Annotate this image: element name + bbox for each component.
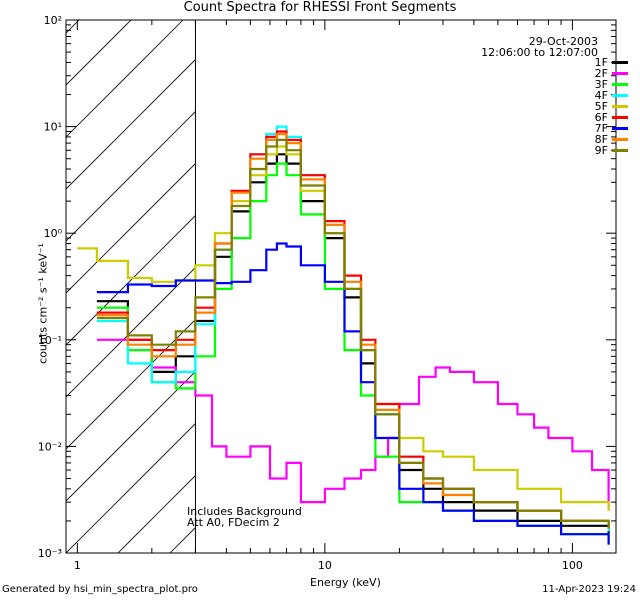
legend-entry-1F: 1F xyxy=(568,56,628,69)
legend-swatch xyxy=(612,94,628,97)
generated-by-text: Generated by hsi_min_spectra_plot.pro xyxy=(2,584,198,595)
x-tick-label: 1 xyxy=(74,559,81,572)
attenuator-note: Att A0, FDecim 2 xyxy=(187,516,280,529)
x-tick-label: 10 xyxy=(318,559,332,572)
date-label: 29-Oct-2003 xyxy=(528,35,598,48)
legend-entry-2F: 2F xyxy=(568,67,628,80)
legend-label: 4F xyxy=(594,89,608,102)
series-line-5F xyxy=(77,145,610,511)
legend-swatch xyxy=(612,83,628,86)
series-line-9F xyxy=(96,138,610,529)
excluded-region-hatch xyxy=(66,20,196,553)
legend-label: 6F xyxy=(594,111,608,124)
legend-swatch xyxy=(612,61,628,64)
legend-entry-3F: 3F xyxy=(568,78,628,91)
plot-frame xyxy=(65,19,617,554)
legend-swatch xyxy=(612,72,628,75)
series-line-2F xyxy=(96,338,610,511)
background-note: Includes Background xyxy=(187,505,302,518)
series-line-4F xyxy=(96,125,610,532)
timestamp-text: 11-Apr-2023 19:24 xyxy=(542,584,636,595)
series-line-6F xyxy=(96,130,610,526)
y-tick-label: 10⁻³ xyxy=(38,547,62,560)
legend-entry-7F: 7F xyxy=(568,122,628,135)
series-line-3F xyxy=(96,162,610,545)
legend-entry-8F: 8F xyxy=(568,133,628,146)
legend-entry-4F: 4F xyxy=(568,89,628,102)
time-range-label: 12:06:00 to 12:07:00 xyxy=(481,46,598,59)
y-tick-label: 10² xyxy=(44,14,62,27)
legend-swatch xyxy=(612,105,628,108)
y-tick-label: 10⁻² xyxy=(38,440,62,453)
legend-label: 2F xyxy=(594,67,608,80)
legend-label: 1F xyxy=(594,56,608,69)
legend-entry-5F: 5F xyxy=(568,100,628,113)
y-tick-label: 10⁻¹ xyxy=(38,334,62,347)
y-tick-label: 10¹ xyxy=(44,121,62,134)
legend: 1F 2F 3F 4F 5F 6F 7F 8F 9F xyxy=(568,56,628,157)
legend-swatch xyxy=(612,127,628,130)
legend-swatch xyxy=(612,138,628,141)
legend-swatch xyxy=(612,149,628,152)
legend-label: 7F xyxy=(594,122,608,135)
y-tick-label: 10⁰ xyxy=(44,227,63,240)
legend-label: 8F xyxy=(594,133,608,146)
y-axis-label: counts cm⁻² s⁻¹ keV⁻¹ xyxy=(36,243,50,364)
chart-title: Count Spectra for RHESSI Front Segments xyxy=(183,0,457,15)
x-axis-label: Energy (keV) xyxy=(310,576,381,589)
legend-entry-9F: 9F xyxy=(568,144,628,157)
legend-entry-6F: 6F xyxy=(568,111,628,124)
legend-label: 5F xyxy=(594,100,608,113)
series-line-7F xyxy=(96,242,610,545)
x-tick-label: 100 xyxy=(562,559,583,572)
legend-label: 9F xyxy=(594,144,608,157)
legend-label: 3F xyxy=(594,78,608,91)
legend-swatch xyxy=(612,116,628,119)
